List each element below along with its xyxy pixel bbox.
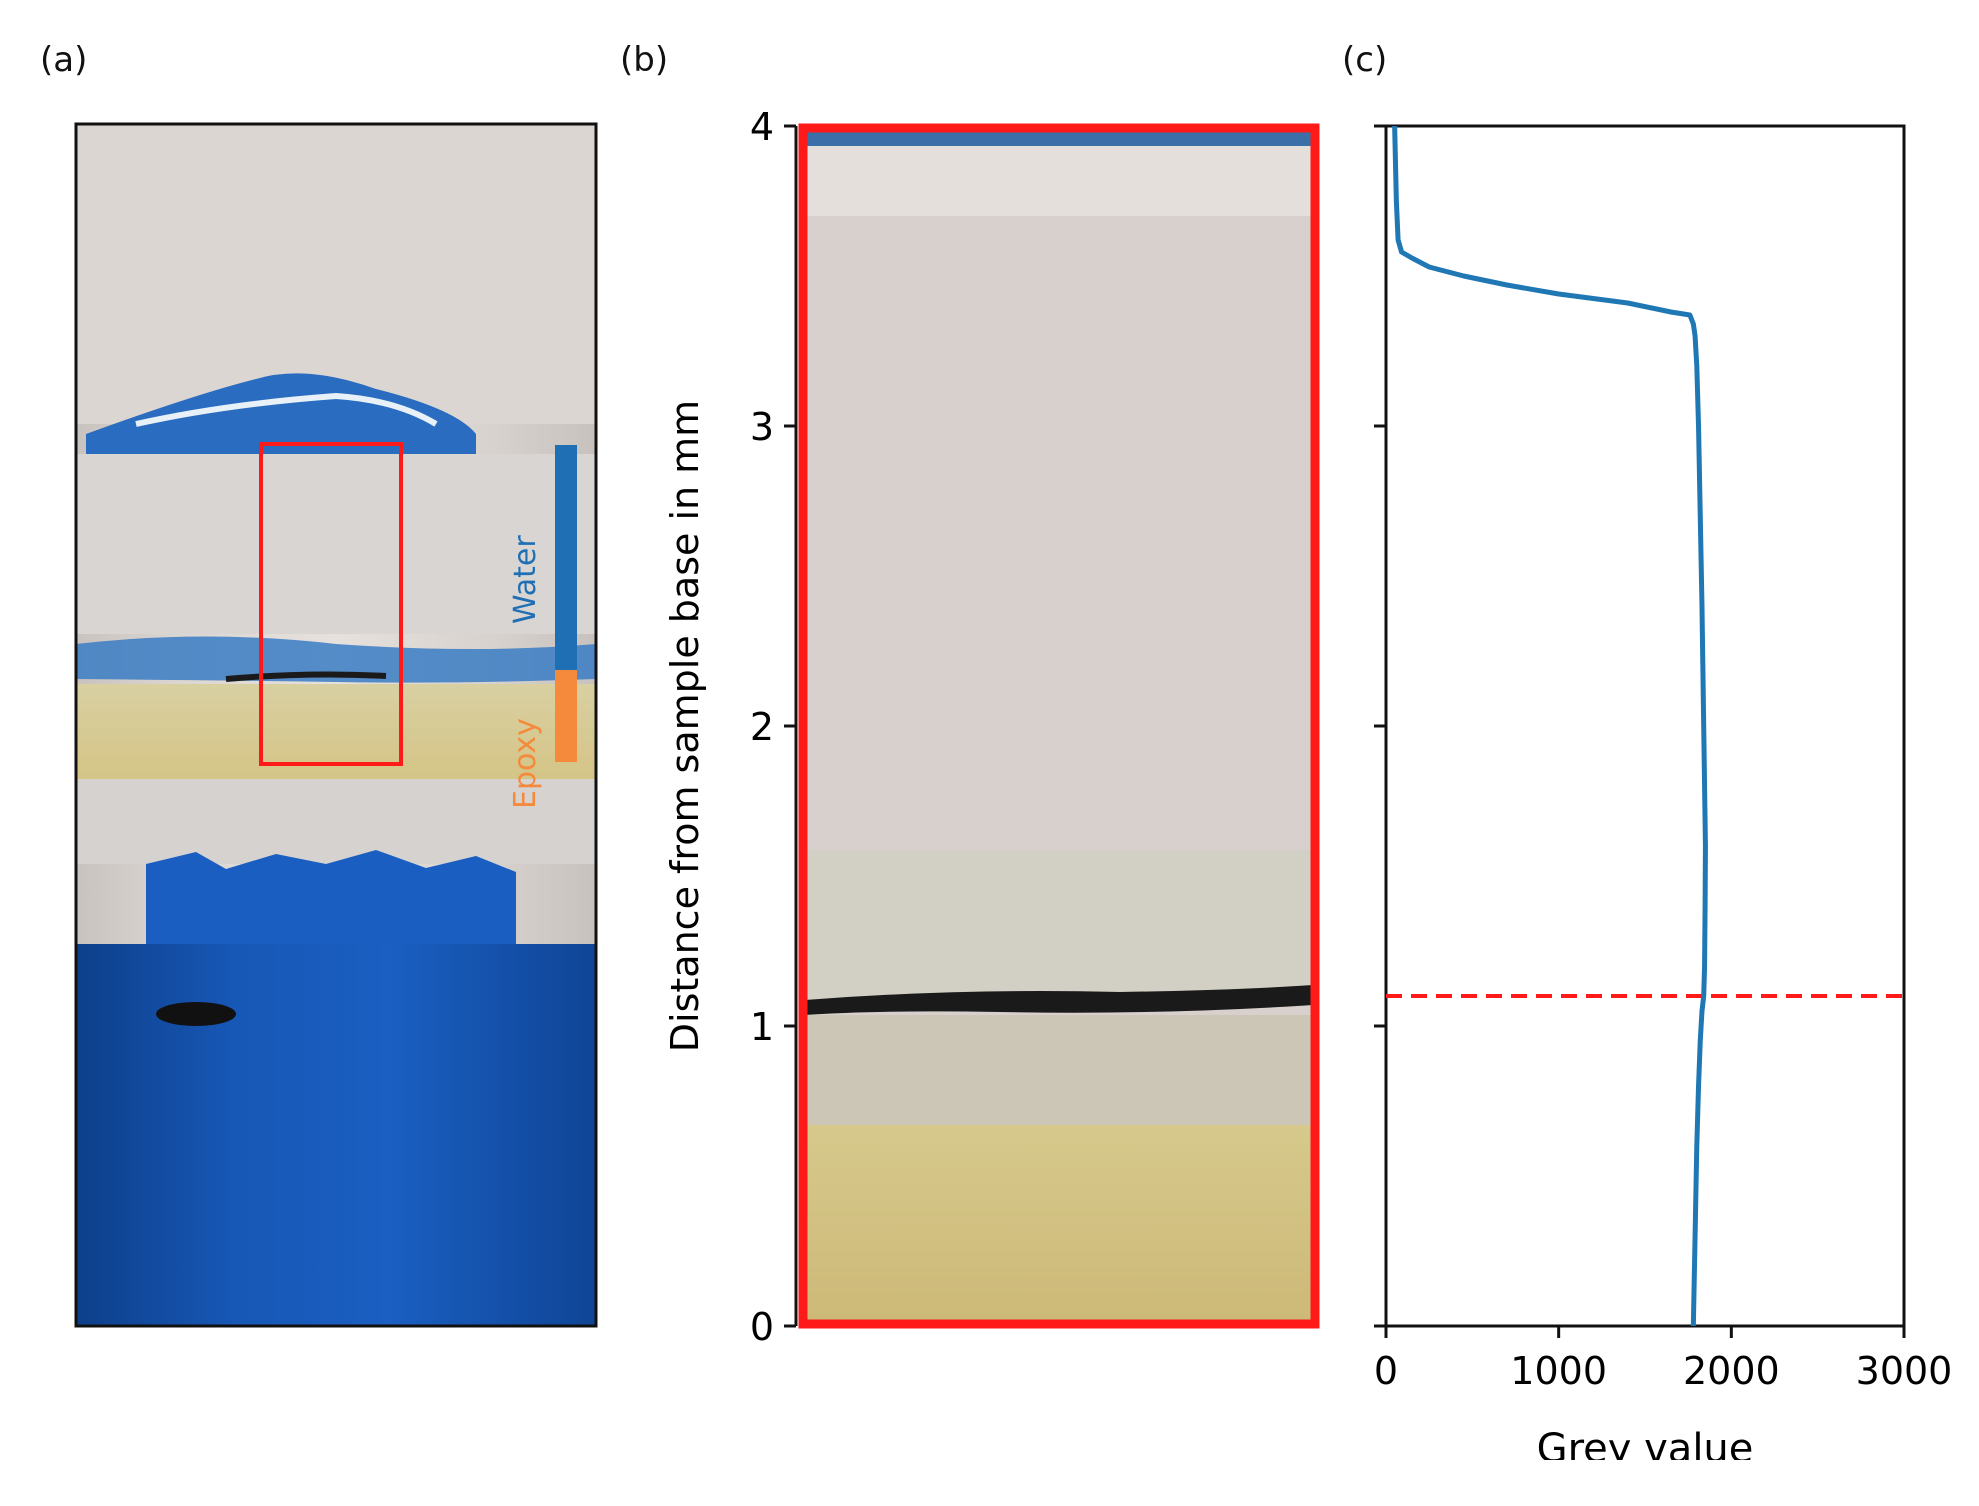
x-tick-label-0: 0 bbox=[1374, 1349, 1398, 1393]
y-axis-label: Distance from sample base in mm bbox=[663, 400, 707, 1052]
y-tick-label-4: 4 bbox=[750, 105, 774, 149]
water-bar bbox=[555, 445, 577, 670]
photo-panel-a bbox=[76, 124, 596, 1326]
roi-box bbox=[259, 442, 403, 766]
x-tick-label-2000: 2000 bbox=[1683, 1349, 1780, 1393]
zoom-frame bbox=[798, 123, 1320, 1329]
zoom-top-blue bbox=[805, 132, 1313, 146]
y-tick-label-1: 1 bbox=[750, 1005, 774, 1049]
x-axis-label: Grey value bbox=[1537, 1426, 1754, 1460]
photo-blue-cap-top bbox=[146, 850, 516, 944]
epoxy-bar bbox=[555, 670, 577, 762]
zoom-photo bbox=[798, 123, 1320, 1329]
zoom-top-light bbox=[805, 146, 1313, 216]
zoom-epoxy bbox=[805, 1125, 1313, 1321]
panel-label-c: (c) bbox=[1342, 40, 1388, 80]
photo-dark-spot bbox=[156, 1002, 236, 1026]
photo-blue-meniscus bbox=[86, 373, 476, 454]
photo-dark-streak bbox=[225, 671, 387, 682]
x-tick-label-1000: 1000 bbox=[1510, 1349, 1607, 1393]
panel-a-frame bbox=[74, 122, 598, 1328]
zoom-grey-band bbox=[805, 1015, 1313, 1125]
series-line-grey-value bbox=[1392, 125, 1708, 1327]
water-label: Water bbox=[508, 535, 543, 624]
photo-gap-glass bbox=[76, 779, 596, 864]
photo-blue-ring bbox=[76, 636, 596, 683]
panel-label-a: (a) bbox=[40, 40, 88, 80]
photo-meniscus-highlight bbox=[135, 392, 438, 427]
panel-c-chart: 0 1000 2000 3000 Grey value bbox=[1374, 124, 1953, 1460]
x-tick-label-3000: 3000 bbox=[1856, 1349, 1953, 1393]
y-tick-label-2: 2 bbox=[750, 705, 774, 749]
epoxy-label: Epoxy bbox=[508, 718, 543, 809]
y-tick-label-3: 3 bbox=[750, 405, 774, 449]
panel-a-overlay: Water Epoxy bbox=[74, 122, 598, 1328]
photo-water-layer bbox=[76, 454, 596, 634]
zoom-dark-streak bbox=[805, 985, 1313, 1015]
y-axis-b: 0 1 2 3 4 Distance from sample base in mm bbox=[663, 105, 798, 1349]
photo-upper-glass bbox=[76, 124, 596, 424]
y-tick-label-0: 0 bbox=[750, 1305, 774, 1349]
panel-label-b: (b) bbox=[620, 40, 669, 80]
panel-b: 0 1 2 3 4 Distance from sample base in mm bbox=[663, 105, 1320, 1349]
zoom-pale-band bbox=[805, 850, 1313, 1000]
